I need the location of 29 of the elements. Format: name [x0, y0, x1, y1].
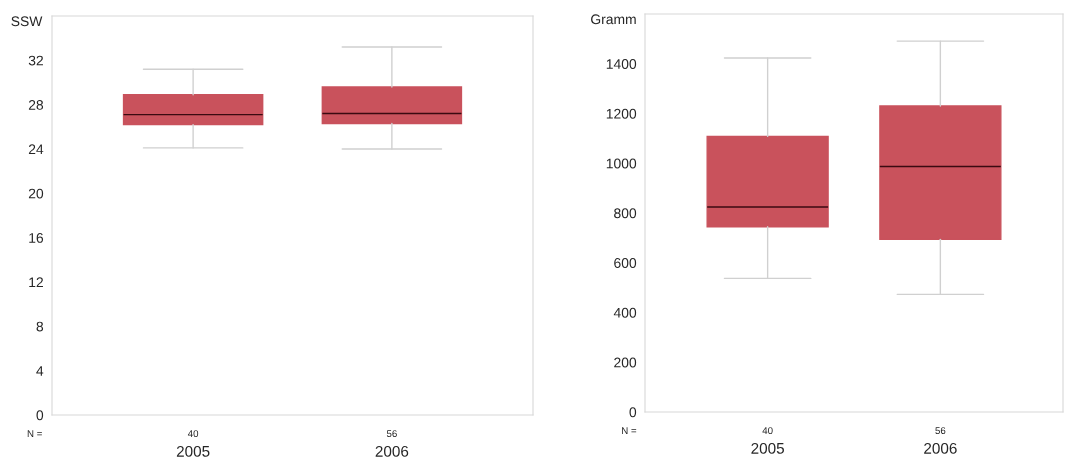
x-tick-label: 2005 [176, 445, 210, 457]
y-tick-label: 20 [28, 188, 44, 199]
text: N = [622, 427, 637, 434]
text: N = [27, 430, 42, 437]
x-tick-label: 2005 [751, 442, 784, 454]
text: 56 [386, 430, 397, 438]
y-tick-label: 0 [629, 407, 637, 418]
y-tick-label: 4 [36, 366, 44, 376]
y-tick-label: 200 [614, 357, 637, 368]
y-axis-title: Gramm [591, 14, 636, 25]
y-tick-label: 16 [29, 233, 44, 243]
y-tick-label: 1000 [606, 158, 637, 169]
x-tick-label: 2006 [375, 445, 409, 457]
y-tick-label: 28 [28, 100, 44, 110]
text: 56 [935, 427, 946, 435]
y-tick-label: 800 [614, 208, 637, 219]
y-tick-label: 12 [29, 277, 43, 288]
y-tick-label: 400 [613, 307, 637, 318]
text: 40 [762, 427, 773, 435]
y-axis-title: SSW [11, 16, 43, 27]
x-tick-label: 2006 [924, 442, 957, 454]
text: 40 [187, 430, 199, 438]
y-tick-label: 0 [36, 410, 44, 421]
y-tick-label: 600 [614, 258, 637, 268]
y-tick-label: 24 [28, 144, 44, 155]
y-tick-label: 1200 [606, 108, 637, 119]
y-tick-label: 8 [36, 321, 44, 332]
y-tick-label: 32 [28, 55, 43, 66]
y-tick-label: 1400 [606, 59, 637, 69]
